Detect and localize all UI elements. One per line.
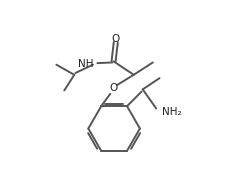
Text: O: O bbox=[109, 83, 117, 93]
Text: NH: NH bbox=[78, 59, 93, 69]
Text: O: O bbox=[111, 34, 119, 44]
Text: NH₂: NH₂ bbox=[161, 107, 181, 117]
